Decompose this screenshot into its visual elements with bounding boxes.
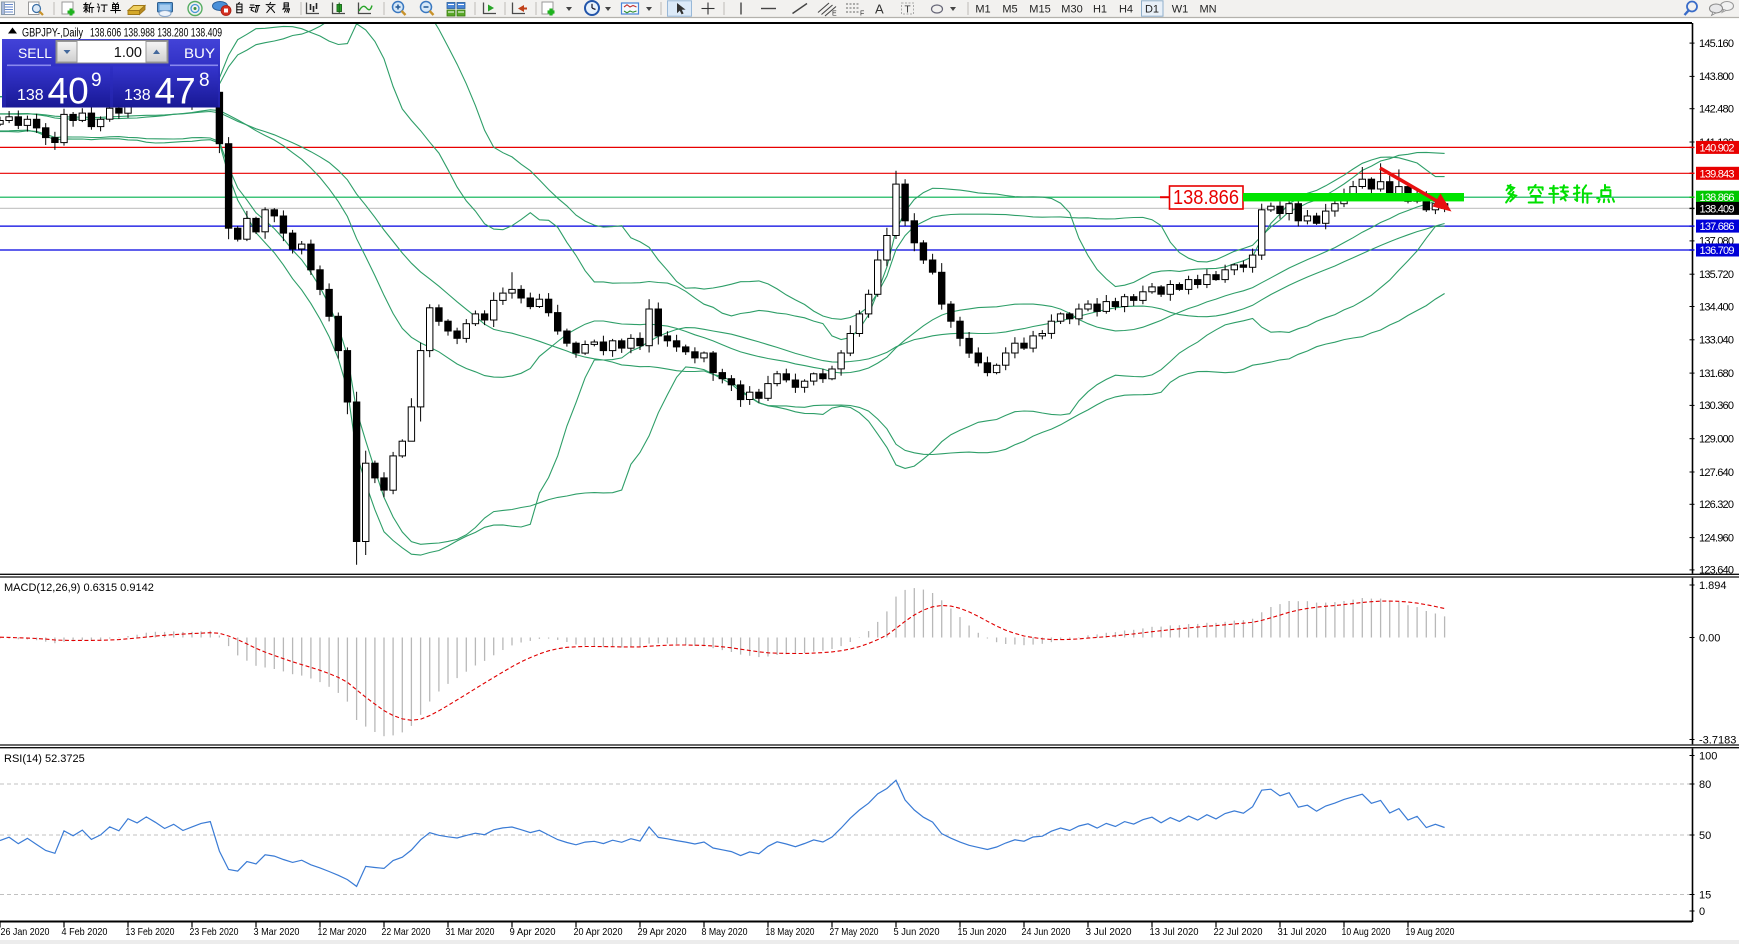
svg-text:127.640: 127.640 [1699,467,1734,479]
svg-text:19 Aug 2020: 19 Aug 2020 [1406,926,1455,938]
svg-text:9 Apr 2020: 9 Apr 2020 [510,926,556,938]
svg-text:143.800: 143.800 [1699,71,1734,83]
svg-text:138: 138 [124,87,151,104]
svg-text:1.894: 1.894 [1699,580,1727,592]
svg-text:3 Jul 2020: 3 Jul 2020 [1086,926,1132,938]
svg-text:15 Jun 2020: 15 Jun 2020 [958,926,1007,938]
svg-text:E: E [832,11,837,18]
svg-text:31 Mar 2020: 31 Mar 2020 [446,926,495,938]
svg-text:5 Jun 2020: 5 Jun 2020 [894,926,940,938]
svg-text:138.606 138.988 138.280 138.40: 138.606 138.988 138.280 138.409 [90,28,222,40]
svg-text:13 Feb 2020: 13 Feb 2020 [126,926,175,938]
svg-text:GBPJPY-,Daily: GBPJPY-,Daily [22,28,83,40]
svg-text:H1: H1 [1093,4,1107,16]
svg-text:26 Jan 2020: 26 Jan 2020 [1,926,50,938]
svg-text:133.040: 133.040 [1699,335,1734,347]
svg-text:136.709: 136.709 [1700,245,1735,257]
svg-text:8: 8 [199,70,210,91]
svg-text:MACD(12,26,9) 0.6315 0.9142: MACD(12,26,9) 0.6315 0.9142 [4,582,154,594]
svg-text:134.400: 134.400 [1699,301,1734,313]
svg-text:1.00: 1.00 [114,45,142,61]
svg-text:129.000: 129.000 [1699,434,1734,446]
svg-text:130.360: 130.360 [1699,400,1734,412]
svg-text:18 May 2020: 18 May 2020 [766,926,815,938]
svg-text:9: 9 [91,70,102,91]
svg-text:M5: M5 [1002,4,1017,16]
svg-text:SELL: SELL [18,46,52,61]
svg-text:80: 80 [1699,779,1711,791]
svg-text:22 Jul 2020: 22 Jul 2020 [1214,926,1263,938]
svg-text:29 Apr 2020: 29 Apr 2020 [638,926,687,938]
svg-text:13 Jul 2020: 13 Jul 2020 [1150,926,1199,938]
svg-text:W1: W1 [1172,4,1189,16]
svg-text:0.00: 0.00 [1699,632,1720,644]
svg-text:135.720: 135.720 [1699,269,1734,281]
svg-text:145.160: 145.160 [1699,38,1734,50]
svg-text:D1: D1 [1145,4,1159,16]
svg-text:139.843: 139.843 [1700,168,1735,180]
svg-text:A: A [875,2,884,17]
svg-text:138.866: 138.866 [1700,192,1735,204]
svg-text:40: 40 [48,71,89,112]
svg-text:138: 138 [17,87,44,104]
svg-text:10 Aug 2020: 10 Aug 2020 [1342,926,1391,938]
svg-text:50: 50 [1699,830,1711,842]
svg-text:M1: M1 [975,4,990,16]
svg-text:138.866: 138.866 [1173,186,1239,209]
svg-text:131.680: 131.680 [1699,368,1734,380]
svg-text:126.320: 126.320 [1699,499,1734,511]
svg-text:27 May 2020: 27 May 2020 [830,926,879,938]
svg-text:12 Mar 2020: 12 Mar 2020 [318,926,367,938]
svg-text:31 Jul 2020: 31 Jul 2020 [1278,926,1327,938]
svg-text:H4: H4 [1119,4,1133,16]
svg-text:M30: M30 [1061,4,1082,16]
svg-text:8 May 2020: 8 May 2020 [702,926,748,938]
svg-text:140.902: 140.902 [1700,142,1735,154]
svg-text:124.960: 124.960 [1699,532,1734,544]
svg-text:0: 0 [1699,906,1705,918]
svg-text:142.480: 142.480 [1699,104,1734,116]
svg-text:4 Feb 2020: 4 Feb 2020 [62,926,108,938]
svg-text:20 Apr 2020: 20 Apr 2020 [574,926,623,938]
svg-text:23 Feb 2020: 23 Feb 2020 [190,926,239,938]
svg-text:F: F [860,11,864,18]
svg-text:137.686: 137.686 [1700,221,1735,233]
svg-text:24 Jun 2020: 24 Jun 2020 [1022,926,1071,938]
svg-text:RSI(14) 52.3725: RSI(14) 52.3725 [4,753,85,765]
svg-text:MN: MN [1199,4,1216,16]
svg-text:100: 100 [1699,750,1717,762]
svg-text:138.409: 138.409 [1700,203,1735,215]
svg-text:M15: M15 [1029,4,1050,16]
svg-text:22 Mar 2020: 22 Mar 2020 [382,926,431,938]
svg-text:-3.7183: -3.7183 [1699,734,1736,746]
svg-text:3 Mar 2020: 3 Mar 2020 [254,926,300,938]
svg-text:BUY: BUY [184,46,215,61]
svg-text:47: 47 [155,71,196,112]
svg-text:15: 15 [1699,889,1711,901]
svg-text:T: T [905,5,911,16]
